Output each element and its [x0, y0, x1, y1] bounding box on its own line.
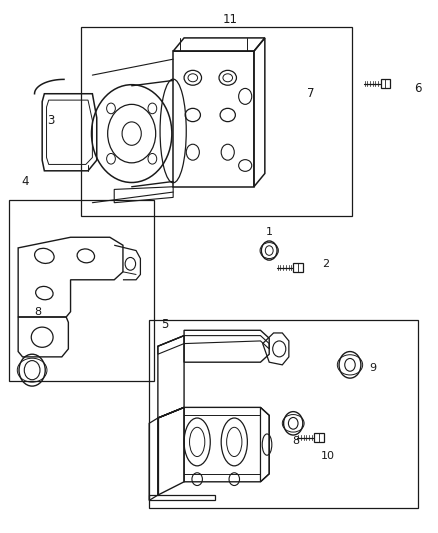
Text: 11: 11 — [223, 13, 237, 26]
Text: 8: 8 — [292, 436, 299, 446]
Text: 1: 1 — [266, 227, 273, 237]
Bar — [149, 320, 418, 508]
Bar — [293, 263, 303, 272]
Text: 10: 10 — [321, 451, 335, 461]
Text: 4: 4 — [21, 175, 28, 188]
Text: 7: 7 — [307, 87, 314, 100]
Bar — [81, 27, 352, 216]
Bar — [381, 79, 390, 88]
Bar — [10, 200, 153, 381]
Text: 3: 3 — [47, 114, 55, 127]
Text: 5: 5 — [161, 319, 168, 332]
Bar — [314, 433, 324, 442]
Text: 8: 8 — [34, 306, 41, 317]
Text: 9: 9 — [370, 362, 377, 373]
Text: 6: 6 — [414, 82, 421, 95]
Text: 2: 2 — [322, 259, 329, 269]
